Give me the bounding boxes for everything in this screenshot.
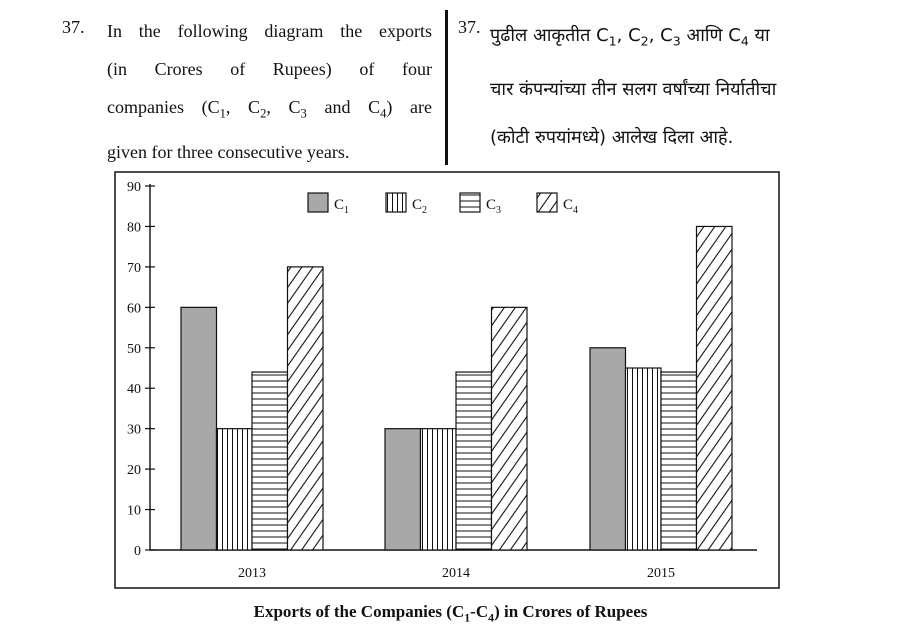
legend-label-c3: C3 <box>486 197 501 216</box>
question-en-line: In the following diagram the exports <box>107 21 432 41</box>
bar-c2-2013 <box>215 428 253 551</box>
y-tick-label: 70 <box>127 261 141 276</box>
bar-c4-2013 <box>286 266 324 551</box>
legend-swatch-c4 <box>536 192 558 213</box>
y-tick-label: 80 <box>127 220 141 235</box>
question-en-line: given for three consecutive years. <box>107 141 350 162</box>
y-tick-label: 0 <box>134 544 141 559</box>
y-tick-label: 20 <box>127 463 141 478</box>
question-mr-line: चार कंपन्यांच्या तीन सलग वर्षांच्या निर्… <box>490 78 777 100</box>
question-mr-line: (कोटी रुपयांमध्ये) आलेख दिला आहे. <box>490 126 734 148</box>
question-mr-line: पुढील आकृतीत C1, C2, C3 आणि C4 या <box>490 25 770 49</box>
chart-caption: Exports of the Companies (C1-C4) in Cror… <box>253 602 648 625</box>
bar-c2-2015 <box>624 367 662 551</box>
bar-c3-2015 <box>660 371 698 551</box>
legend-label-c4: C4 <box>563 197 578 216</box>
question-text-mr: पुढील आकृतीत C1, C2, C3 आणि C4 या चार कं… <box>490 12 850 162</box>
bar-c1-2015 <box>589 347 627 551</box>
bar-c4-2014 <box>490 306 528 551</box>
bar-c3-2014 <box>455 371 493 551</box>
y-tick-label: 40 <box>127 382 141 397</box>
legend-swatch-c2 <box>385 192 407 213</box>
legend-label-c1: C1 <box>334 197 349 216</box>
x-tick-label: 2015 <box>647 566 675 581</box>
question-text-en: In the following diagram the exports (in… <box>107 12 432 171</box>
y-tick-label: 50 <box>127 342 141 357</box>
chart-frame <box>114 171 780 589</box>
question-number-mr: 37. <box>458 17 481 37</box>
y-tick-label: 30 <box>127 423 141 438</box>
x-tick-label: 2013 <box>238 566 266 581</box>
y-tick-label: 60 <box>127 301 141 316</box>
bar-c1-2013 <box>180 306 218 551</box>
question-en-line: companies (C1, C2, C3 and C4) are <box>107 97 433 121</box>
y-tick-label: 10 <box>127 504 141 519</box>
question-number-en: 37. <box>62 17 85 37</box>
bar-c4-2015 <box>695 225 733 551</box>
x-tick-label: 2014 <box>442 566 470 581</box>
column-divider <box>445 10 448 165</box>
question-en-line: (in Crores of Rupees) of four <box>107 59 432 79</box>
y-tick-label: 90 <box>127 180 141 195</box>
bar-chart: 0 10 20 30 40 50 60 70 80 90 2013 2014 2015 C1 C2 C3 C4 <box>114 171 780 589</box>
legend-swatch-c1 <box>307 192 329 213</box>
legend-label-c2: C2 <box>412 197 427 216</box>
bar-c2-2014 <box>419 428 457 551</box>
bar-c1-2014 <box>384 428 422 551</box>
legend-swatch-c3 <box>459 192 481 213</box>
bar-c3-2013 <box>251 371 289 551</box>
